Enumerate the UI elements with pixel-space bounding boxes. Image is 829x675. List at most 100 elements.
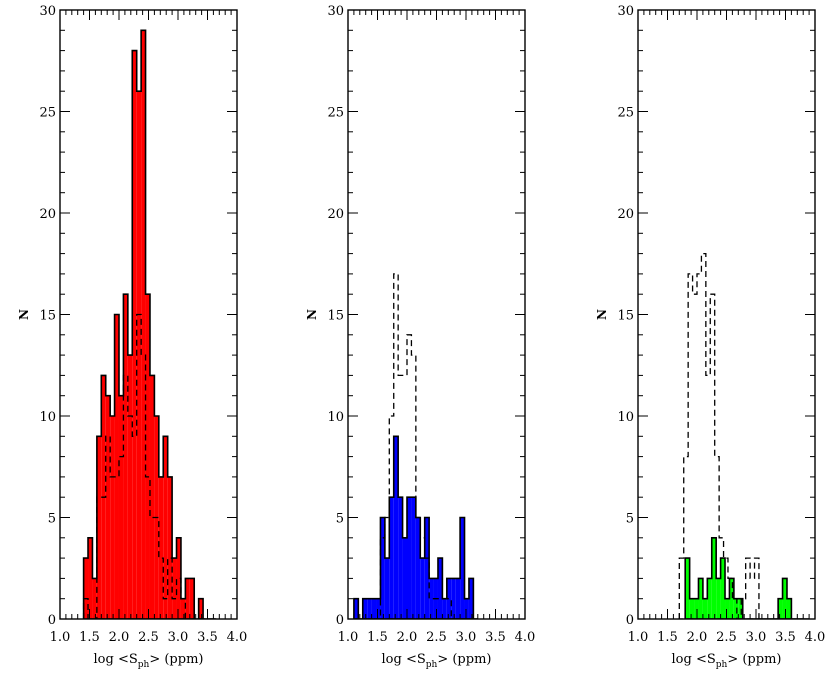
x-tick-label: 3.0 [746,630,767,645]
y-axis-label: N [17,309,31,320]
x-tick-label: 4.0 [515,630,536,645]
x-tick-label: 1.0 [628,630,649,645]
y-tick-label: 30 [617,4,634,19]
x-axis-label-main: log <S [672,652,716,667]
x-axis-label-main: log <S [382,652,426,667]
filled-bar [451,578,456,619]
x-tick-label: 3.5 [485,630,506,645]
filled-bar [127,355,133,619]
filled-bar [149,375,155,619]
x-tick-label: 3.0 [168,630,189,645]
filled-bar [176,537,181,619]
x-tick-label: 1.5 [367,630,388,645]
x-axis-label-tail: > (ppm) [149,652,203,667]
y-tick-label: 25 [327,106,344,121]
x-axis-label-main: log <S [94,652,138,667]
y-tick-label: 15 [327,309,344,324]
filled-bar [707,578,712,619]
filled-bar [429,578,434,619]
x-tick-label: 1.5 [79,630,100,645]
plot-frame [637,9,816,620]
x-axis-label-subscript: ph [426,660,438,670]
x-tick-label: 2.0 [687,630,708,645]
filled-bar [698,578,703,619]
filled-bar [163,436,168,619]
filled-bar [167,476,173,619]
filled-bar [420,558,425,619]
filled-bar [132,50,137,619]
y-tick-label: 5 [336,512,344,527]
plot-frame [347,9,526,620]
filled-bar [460,517,465,619]
filled-bar [415,517,421,619]
filled-bar [114,314,119,619]
filled-bar [729,578,734,619]
x-tick-label: 3.0 [456,630,477,645]
x-axis-label-subscript: ph [716,660,728,670]
filled-bar [782,578,787,619]
filled-bar [83,558,89,619]
y-tick-label: 20 [39,207,56,222]
y-axis-label: N [595,309,609,320]
filled-bar [92,578,97,619]
filled-bar [702,598,708,619]
y-tick-label: 15 [617,309,634,324]
plot-area [353,273,478,619]
dashed-histogram [678,252,804,619]
filled-bar [158,476,164,619]
x-tick-label: 1.0 [50,630,71,645]
y-tick-label: 25 [39,106,56,121]
filled-bar [367,598,372,619]
filled-bar [136,91,142,619]
plot-area [82,29,217,619]
y-tick-label: 30 [39,4,56,19]
y-tick-label: 10 [327,410,344,425]
filled-bar [733,598,739,619]
filled-bar [738,598,743,619]
filled-bar [778,598,783,619]
filled-bar [407,497,412,619]
x-tick-label: 2.0 [397,630,418,645]
x-axis-label-subscript: ph [138,660,150,670]
filled-bar [96,436,102,619]
filled-bar [172,558,177,619]
y-axis-label: N [305,309,319,320]
filled-bar [711,537,717,619]
x-axis-label-tail: > (ppm) [727,652,781,667]
filled-bar [88,537,93,619]
y-tick-label: 20 [327,207,344,222]
x-axis-label-tail: > (ppm) [437,652,491,667]
x-axis-label: log <Sph> (ppm) [382,652,492,670]
filled-bar [694,598,699,619]
filled-bar [185,578,190,619]
filled-bar [437,558,443,619]
filled-bar [380,517,385,619]
x-axis-label: log <Sph> (ppm) [94,652,204,670]
y-tick-label: 0 [626,613,634,628]
plot-area [678,252,810,619]
filled-bar [384,558,390,619]
filled-bar [141,30,146,619]
filled-bar [189,578,195,619]
x-tick-label: 2.5 [138,630,159,645]
filled-bar [716,578,721,619]
y-tick-label: 5 [626,512,634,527]
filled-bar [442,598,447,619]
dashed-histogram [82,313,217,619]
filled-bar [402,537,407,619]
filled-bar [455,578,461,619]
filled-bar [198,598,204,619]
filled-bar [786,598,792,619]
filled-bar [464,598,469,619]
x-tick-label: 4.0 [805,630,826,645]
filled-bar [362,598,368,619]
x-tick-label: 1.0 [338,630,359,645]
x-axis-label: log <Sph> (ppm) [672,652,782,670]
filled-bar [720,558,726,619]
x-tick-label: 4.0 [227,630,248,645]
x-tick-label: 2.5 [426,630,447,645]
y-tick-label: 30 [327,4,344,19]
filled-bar [376,598,381,619]
